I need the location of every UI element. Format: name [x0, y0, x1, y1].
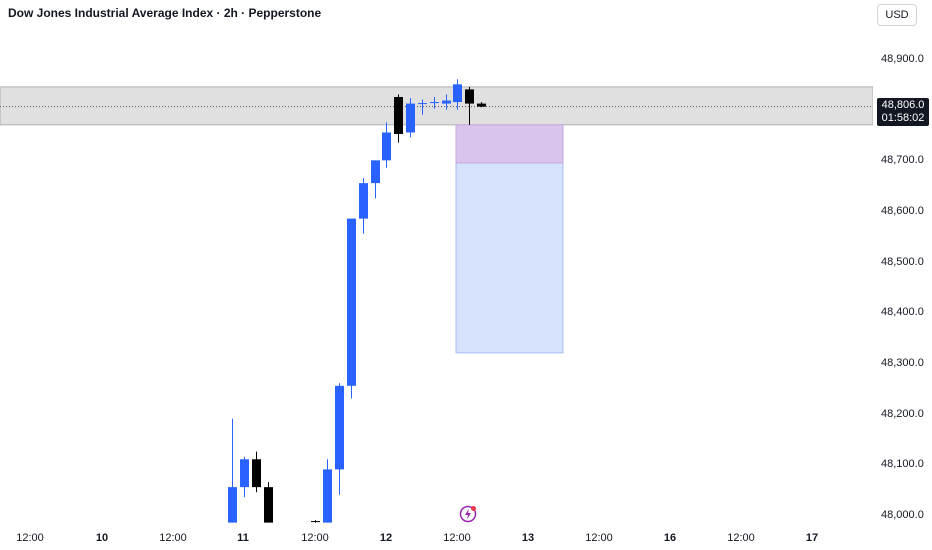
candle	[418, 99, 427, 115]
price-tick-label: 48,200.0	[881, 407, 924, 420]
candle-body	[477, 103, 486, 107]
candle-body	[240, 459, 249, 488]
candle-body	[347, 218, 356, 386]
price-tick-label: 48,500.0	[881, 255, 924, 268]
chart-title: Dow Jones Industrial Average Index · 2h …	[8, 6, 322, 20]
time-tick-label: 12:00	[16, 532, 44, 544]
time-tick-label: 12:00	[159, 532, 187, 544]
candle	[453, 79, 462, 110]
candle	[228, 418, 237, 523]
time-tick-label: 12:00	[443, 532, 471, 544]
candle	[240, 456, 249, 498]
candle	[359, 178, 368, 234]
last-price-value: 48,806.0	[881, 99, 925, 111]
time-tick-label: 12	[379, 532, 393, 544]
candle-body	[335, 385, 344, 470]
candle-body	[311, 521, 320, 523]
time-tick-label: 16	[663, 532, 677, 544]
candle	[382, 122, 391, 168]
price-tick-label: 48,300.0	[881, 357, 924, 369]
candle	[406, 98, 415, 138]
time-tick-label: 11	[237, 532, 249, 544]
flash-icon[interactable]	[459, 505, 477, 523]
candle	[252, 451, 261, 493]
candle	[465, 86, 474, 125]
time-tick-label: 12:00	[301, 532, 329, 544]
price-tick-label: 48,100.0	[881, 458, 924, 471]
last-price-tag: 48,806.0 01:58:02	[877, 98, 929, 126]
candle	[394, 94, 403, 143]
target-zone	[455, 162, 564, 354]
candle-body	[228, 487, 237, 523]
candle-body	[442, 100, 451, 104]
candle-body	[252, 459, 261, 488]
time-tick-label: 13	[521, 532, 535, 544]
countdown-timer: 01:58:02	[881, 112, 925, 124]
zones-layer	[0, 86, 873, 354]
candle-body	[359, 183, 368, 219]
candle-body	[394, 97, 403, 134]
candle	[442, 94, 451, 110]
price-tick-label: 48,600.0	[881, 205, 924, 217]
time-tick-label: 12:00	[585, 532, 613, 544]
candle-body	[453, 84, 462, 103]
time-tick-label: 10	[95, 532, 109, 544]
price-tick-label: 48,400.0	[881, 306, 924, 319]
candle	[371, 160, 380, 199]
time-axis[interactable]: 12:00 10 12:00 11 12:00 12 12:00 13 12:00 16 12:00…	[0, 527, 873, 550]
price-tick-label: 48,000.0	[881, 509, 924, 521]
chart-plot-area[interactable]	[0, 0, 873, 527]
candle-body	[371, 160, 380, 184]
candle	[323, 459, 332, 523]
candle	[335, 383, 344, 495]
candle-body	[382, 132, 391, 161]
candle	[311, 520, 320, 523]
price-tick-label: 48,700.0	[881, 154, 924, 167]
price-tick-label: 48,900.0	[881, 53, 924, 65]
candle-body	[323, 469, 332, 523]
candle-body	[465, 89, 474, 104]
candle	[477, 102, 486, 108]
candles-layer	[228, 79, 486, 523]
candle	[430, 97, 439, 109]
candle-body	[430, 102, 439, 104]
candle-body	[406, 103, 415, 133]
candle-body	[418, 103, 427, 105]
currency-button[interactable]: USD	[877, 4, 917, 26]
resistance-zone	[0, 86, 873, 126]
time-tick-label: 12:00	[727, 532, 755, 544]
time-tick-label: 17	[805, 532, 819, 544]
candle-body	[264, 487, 273, 523]
candle	[347, 218, 356, 399]
stop-zone	[455, 124, 564, 164]
candle	[264, 482, 273, 523]
